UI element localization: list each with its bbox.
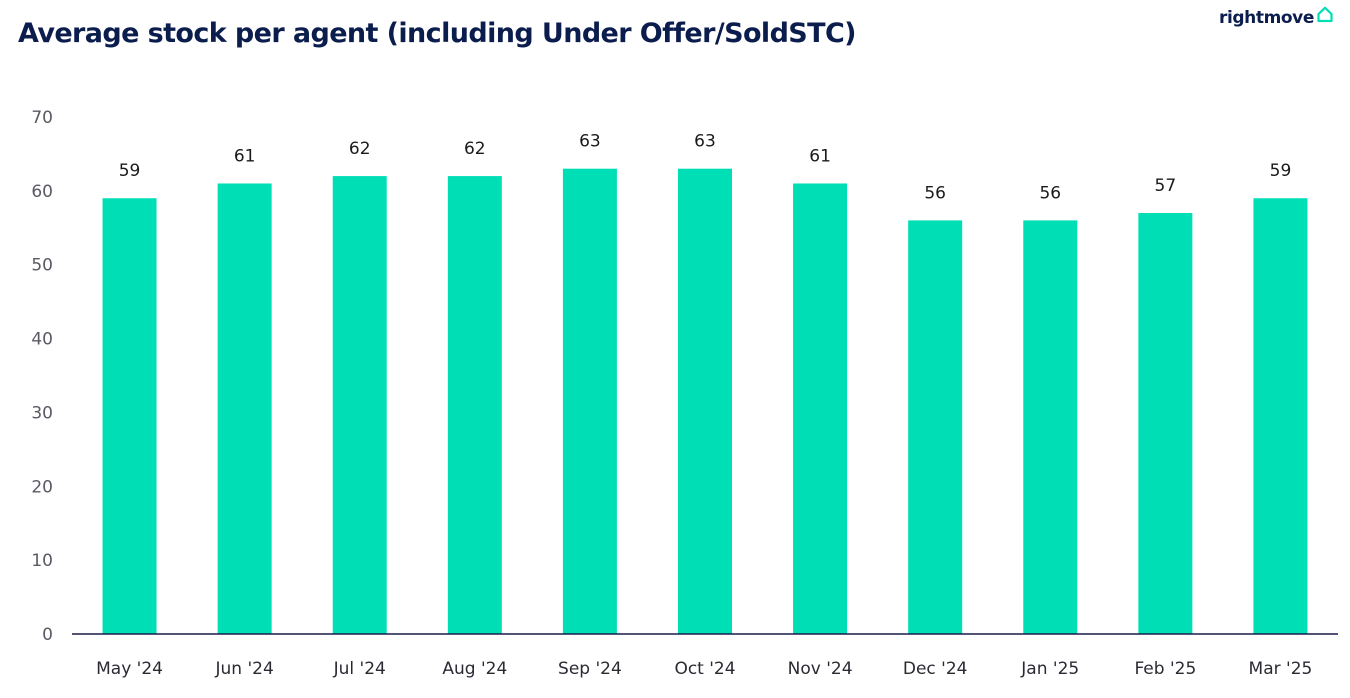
- bar: [562, 168, 617, 634]
- data-labels: 59 61 62 62 63 63 61 56 56 57 59: [119, 132, 1292, 204]
- house-outline-icon: [1317, 6, 1333, 23]
- data-label: 63: [694, 132, 716, 152]
- x-tick-label: Sep '24: [558, 659, 622, 679]
- y-axis-ticks: 0 10 20 30 40 50 60 70: [31, 108, 53, 645]
- data-label: 61: [234, 146, 256, 166]
- logo-text: rightmove: [1218, 8, 1314, 28]
- data-label: 61: [809, 146, 831, 166]
- y-tick-label: 40: [31, 330, 53, 350]
- bar: [332, 176, 387, 635]
- y-tick-label: 10: [31, 551, 53, 571]
- x-tick-label: Mar '25: [1249, 659, 1313, 679]
- x-tick-label: Aug '24: [442, 659, 507, 679]
- data-label: 56: [924, 183, 946, 203]
- x-tick-label: Nov '24: [788, 659, 853, 679]
- y-tick-label: 20: [31, 477, 53, 497]
- data-label: 63: [579, 132, 601, 152]
- y-tick-label: 60: [31, 182, 53, 202]
- x-tick-label: Jun '24: [214, 659, 273, 679]
- bars: [102, 168, 1308, 635]
- x-tick-label: May '24: [96, 659, 163, 679]
- bar: [1253, 198, 1308, 634]
- bar: [908, 220, 963, 634]
- y-tick-label: 50: [31, 256, 53, 276]
- bar: [102, 198, 157, 634]
- bar: [217, 183, 272, 634]
- y-tick-label: 30: [31, 403, 53, 423]
- x-tick-label: Dec '24: [903, 659, 968, 679]
- y-tick-label: 0: [42, 625, 53, 645]
- chart-title: Average stock per agent (including Under…: [18, 18, 857, 49]
- x-tick-label: Jul '24: [333, 659, 386, 679]
- bar: [447, 176, 502, 635]
- x-tick-label: Feb '25: [1134, 659, 1196, 679]
- x-axis-labels: May '24 Jun '24 Jul '24 Aug '24 Sep '24 Oct '…: [96, 659, 1312, 679]
- bar: [678, 168, 732, 634]
- data-label: 62: [349, 139, 371, 159]
- x-tick-label: Jan '25: [1020, 659, 1079, 679]
- bar: [1138, 213, 1193, 634]
- x-tick-label: Oct '24: [674, 659, 735, 679]
- data-label: 59: [1270, 161, 1292, 181]
- data-label: 62: [464, 139, 486, 159]
- bar: [1023, 220, 1078, 634]
- data-label: 59: [119, 161, 141, 181]
- data-label: 57: [1155, 176, 1177, 196]
- y-tick-label: 70: [31, 108, 53, 128]
- data-label: 56: [1039, 183, 1061, 203]
- bar: [793, 183, 848, 634]
- rightmove-logo: rightmove: [1218, 6, 1334, 28]
